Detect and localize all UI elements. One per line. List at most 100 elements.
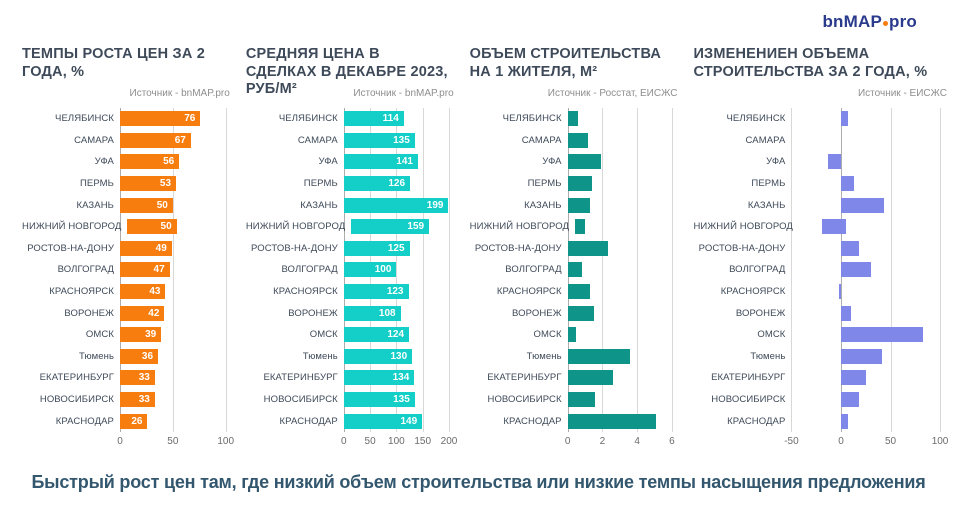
logo-dot-icon	[883, 21, 889, 26]
bar	[567, 348, 631, 364]
bar	[575, 219, 585, 235]
bar	[821, 219, 846, 235]
category-label: РОСТОВ-НА-ДОНУ	[251, 242, 338, 254]
bar-track	[791, 197, 945, 213]
chart-row: РОСТОВ-НА-ДОНУ	[693, 238, 947, 260]
category-label: ВОРОНЕЖ	[64, 307, 114, 319]
chart-row: ВОРОНЕЖ	[470, 302, 678, 324]
chart-row: САМАРА	[470, 130, 678, 152]
chart-row: САМАРА 135	[246, 130, 454, 152]
bar	[567, 197, 591, 213]
bar	[567, 176, 592, 192]
bar-value-label: 100	[374, 264, 392, 276]
bar-value-label: 56	[163, 156, 175, 168]
bar: 114	[343, 111, 404, 127]
chart-row: ЕКАТЕРИНБУРГ	[470, 367, 678, 389]
chart-title: ОБЪЕМ СТРОИТЕЛЬСТВА НА 1 ЖИТЕЛЯ, М²	[469, 46, 662, 80]
bar: 67	[120, 132, 191, 148]
bar-value-label: 125	[387, 242, 405, 254]
category-label: КРАСНОДАР	[727, 415, 786, 427]
bar	[840, 176, 854, 192]
bar: 50	[120, 197, 173, 213]
chart-rows: ЧЕЛЯБИНСК САМАРА УФА ПЕРМЬ КАЗАНЬ НИЖНИЙ НОВГ…	[693, 108, 947, 432]
category-label: САМАРА	[297, 134, 338, 146]
bar-track: 47	[120, 262, 228, 278]
category-label: ПЕРМЬ	[79, 178, 114, 190]
x-axis: -50 0 50 100	[784, 432, 948, 449]
brand-logo: bnMAP pro	[822, 12, 917, 32]
bar	[840, 197, 884, 213]
bar-value-label: 39	[145, 329, 157, 341]
bar: 33	[120, 392, 155, 408]
grid-line	[602, 108, 604, 432]
category-label: КРАСНОЯРСК	[49, 286, 114, 298]
bar-track	[567, 327, 676, 343]
category-label: УФА	[94, 156, 114, 168]
category-label: ВОЛГОГРАД	[57, 264, 114, 276]
category-label: РОСТОВ-НА-ДОНУ	[698, 242, 786, 254]
chart-row: Тюмень 36	[22, 346, 230, 368]
chart-row: КРАСНОЯРСК 123	[246, 281, 454, 303]
chart-row: ОМСК	[470, 324, 678, 346]
category-label: УФА	[318, 156, 338, 168]
bar-value-label: 135	[393, 134, 410, 146]
bar-track: 100	[343, 262, 452, 278]
bar-track	[791, 327, 945, 343]
bar: 56	[120, 154, 180, 170]
axis-tick-label: 6	[669, 435, 675, 447]
chart-source: Источник - ЕИСЖС	[857, 88, 947, 99]
axis-tick-label: 0	[564, 435, 571, 447]
bar-track	[791, 111, 945, 127]
category-label: КРАСНОЯРСК	[273, 286, 338, 298]
x-axis: 0 50 100	[117, 432, 234, 449]
bar-track	[791, 348, 945, 364]
bar-track: 114	[343, 111, 452, 127]
bar-value-label: 141	[396, 156, 413, 168]
bar-track	[567, 305, 676, 321]
category-label: КАЗАНЬ	[524, 199, 562, 211]
bar: 26	[120, 413, 148, 429]
chart-plot: ЧЕЛЯБИНСК САМАРА УФА ПЕРМЬ КАЗАНЬ НИЖНИЙ НОВГ…	[693, 108, 948, 449]
chart-row: ЕКАТЕРИНБУРГ	[693, 367, 947, 389]
category-label: ЧЕЛЯБИНСК	[726, 113, 786, 125]
x-axis: 0 2 4 6	[564, 432, 676, 449]
chart-row: НОВОСИБИРСК 135	[246, 389, 454, 411]
bar: 108	[343, 305, 401, 321]
bar: 43	[120, 284, 166, 300]
category-label: ВОРОНЕЖ	[512, 307, 562, 319]
bar-value-label: 114	[382, 113, 399, 125]
charts-row: ТЕМПЫ РОСТА ЦЕН ЗА 2 ГОДА, % Источник - b…	[22, 46, 948, 449]
chart-row: КАЗАНЬ 199	[246, 194, 454, 216]
chart-row: Тюмень 130	[246, 346, 454, 368]
bar-value-label: 36	[141, 350, 154, 362]
axis-tick-label: 0	[838, 435, 844, 447]
bar-track	[791, 240, 945, 256]
chart-rows: ЧЕЛЯБИНСК 76 САМАРА 67 УФА 56 ПЕРМЬ 53 КАЗАНЬ 50 Н…	[22, 108, 230, 432]
logo-text-map: MAP	[843, 12, 883, 31]
bar	[840, 111, 848, 127]
bar-track: 108	[343, 305, 452, 321]
chart-row: НИЖНИЙ НОВГОРОД	[470, 216, 678, 238]
bar: 126	[343, 176, 411, 192]
axis-tick-label: 50	[884, 435, 897, 447]
chart-row: РОСТОВ-НА-ДОНУ	[470, 238, 678, 260]
grid-line	[448, 108, 450, 432]
chart-row: ЕКАТЕРИНБУРГ 33	[22, 367, 230, 389]
bar	[567, 154, 601, 170]
category-label: УФА	[542, 156, 562, 168]
category-label: КРАСНОДАР	[55, 415, 114, 427]
headline: Быстрый рост цен там, где низкий объем с…	[31, 472, 926, 492]
chart-row: ВОЛГОГРАД 47	[22, 259, 230, 281]
bar-value-label: 108	[378, 307, 396, 319]
bar	[567, 132, 589, 148]
chart-row: УФА	[470, 151, 678, 173]
category-label: ПЕРМЬ	[527, 178, 562, 190]
chart-plot: ЧЕЛЯБИНСК САМАРА УФА ПЕРМЬ КАЗАНЬ НИЖНИЙ НОВГ…	[470, 108, 678, 449]
bar	[567, 240, 608, 256]
bar-track: 56	[120, 154, 228, 170]
bar-track: 135	[343, 132, 452, 148]
chart-row: РОСТОВ-НА-ДОНУ 49	[22, 238, 230, 260]
grid-line	[396, 108, 398, 432]
bar-track	[567, 284, 676, 300]
category-label: ВОЛГОГРАД	[729, 264, 786, 276]
